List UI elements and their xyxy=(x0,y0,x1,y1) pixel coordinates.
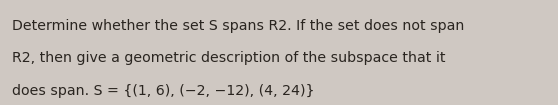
Text: does span. S = {(1, 6), (−2, −12), (4, 24)}: does span. S = {(1, 6), (−2, −12), (4, 2… xyxy=(12,84,315,98)
Text: Determine whether the set S spans R2. If the set does not span: Determine whether the set S spans R2. If… xyxy=(12,19,465,33)
Text: R2, then give a geometric description of the subspace that it: R2, then give a geometric description of… xyxy=(12,51,446,65)
